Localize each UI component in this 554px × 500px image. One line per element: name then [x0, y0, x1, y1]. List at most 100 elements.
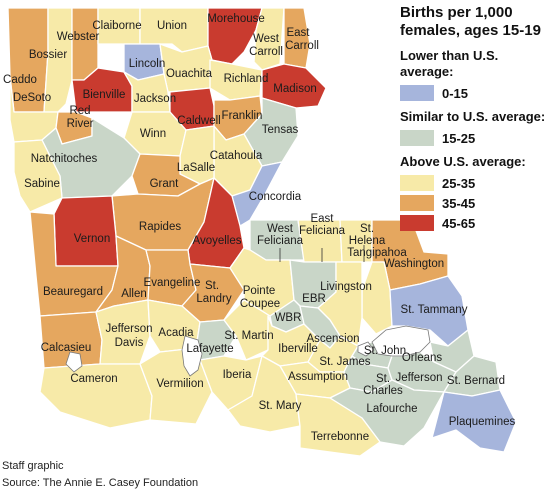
parish-label-st-bernard: St. Bernard	[447, 375, 505, 387]
legend-item: 0-15	[400, 83, 550, 103]
parish-label-calcasieu: Calcasieu	[41, 342, 92, 354]
parish-label-plaquemines: Plaquemines	[449, 416, 516, 428]
parish-label-st-helena: St.	[360, 223, 374, 235]
parish-label-ebr: EBR	[302, 293, 326, 305]
legend: Births per 1,000 females, ages 15-19 Low…	[400, 4, 550, 239]
parish-label-vernon: Vernon	[74, 233, 110, 245]
parish-concordia	[231, 161, 283, 227]
parish-label-winn: Winn	[140, 128, 166, 140]
legend-group-above: Above U.S. average: 25-35 35-45 45-65	[400, 154, 550, 233]
parish-label-lincoln: Lincoln	[129, 58, 165, 70]
parish-label-iberia: Iberia	[223, 369, 252, 381]
parish-label-jefferson-davis: Davis	[115, 337, 144, 349]
parish-label-st-martin: St. Martin	[224, 330, 273, 342]
parish-label-assumption: Assumption	[288, 371, 348, 383]
legend-item: 25-35	[400, 173, 550, 193]
legend-group-similar: Similar to U.S. average: 15-25	[400, 109, 550, 148]
legend-range: 0-15	[442, 85, 469, 101]
parish-jefferson-davis	[95, 299, 151, 365]
legend-item: 35-45	[400, 193, 550, 213]
parish-label-west-carroll: Carroll	[249, 46, 283, 58]
legend-range: 25-35	[442, 175, 476, 191]
parish-vernon	[53, 195, 119, 267]
lake-pontchartrain	[371, 325, 431, 357]
lake-maurepas	[357, 341, 375, 357]
parish-label-caldwell: Caldwell	[177, 115, 220, 127]
parish-east-carroll	[283, 7, 311, 69]
parish-label-st-john: St. John	[364, 345, 406, 357]
parish-label-st-james: St. James	[319, 356, 370, 368]
parish-label-st-mary: St. Mary	[259, 400, 302, 412]
legend-swatch	[400, 175, 434, 191]
parish-label-washington: Washington	[384, 258, 444, 270]
parish-sabine	[13, 139, 63, 213]
parish-label-pointe-coupee: Coupee	[240, 298, 280, 310]
credit-line: Staff graphic	[2, 460, 64, 472]
parish-label-iberville: Iberville	[278, 343, 318, 355]
parish-label-west-feliciana: Feliciana	[257, 235, 304, 247]
parish-label-st-charles: Charles	[363, 385, 403, 397]
parish-label-terrebonne: Terrebonne	[311, 431, 369, 443]
legend-swatch	[400, 195, 434, 211]
parish-label-west-feliciana: West	[267, 223, 294, 235]
parish-label-st-landry: St.	[205, 280, 219, 292]
parish-terrebonne	[295, 393, 381, 457]
parish-label-allen: Allen	[121, 288, 147, 300]
parish-label-tensas: Tensas	[262, 124, 299, 136]
parish-label-red-river: River	[67, 118, 94, 130]
legend-range: 45-65	[442, 215, 476, 231]
source-line: Source: The Annie E. Casey Foundation	[2, 477, 199, 489]
parish-label-east-carroll: Carroll	[285, 40, 319, 52]
legend-group-title: Above U.S. average:	[400, 154, 526, 169]
parish-label-morehouse: Morehouse	[207, 13, 265, 25]
parish-label-rapides: Rapides	[139, 221, 181, 233]
parish-label-jefferson: Jefferson	[395, 372, 442, 384]
parish-label-concordia: Concordia	[249, 191, 302, 203]
parish-label-st-helena: Helena	[349, 235, 386, 247]
parish-label-union: Union	[157, 20, 187, 32]
parish-label-avoyelles: Avoyelles	[192, 235, 241, 247]
parish-label-st-tammany: St. Tammany	[401, 304, 468, 316]
legend-range: 35-45	[442, 195, 476, 211]
grand-lake	[181, 335, 203, 377]
parish-label-evangeline: Evangeline	[144, 277, 201, 289]
parish-webster	[71, 7, 99, 81]
parish-label-jackson: Jackson	[134, 93, 176, 105]
parish-label-jefferson-davis: Jefferson	[105, 323, 152, 335]
legend-group-title: Lower than U.S. average:	[400, 48, 499, 79]
parish-label-pointe-coupee: Pointe	[243, 285, 276, 297]
parish-label-caddo: Caddo	[3, 74, 37, 86]
parish-label-wbr: WBR	[275, 312, 302, 324]
legend-swatch	[400, 85, 434, 101]
parish-label-lasalle: LaSalle	[177, 162, 215, 174]
legend-swatch	[400, 130, 434, 146]
parish-label-st-charles: St.	[376, 373, 390, 385]
legend-item: 15-25	[400, 128, 550, 148]
parish-label-claiborne: Claiborne	[92, 20, 141, 32]
parish-label-vermilion: Vermilion	[156, 378, 203, 390]
parish-label-acadia: Acadia	[158, 327, 194, 339]
parish-label-madison: Madison	[273, 83, 316, 95]
parish-label-tangipahoa: Tangipahoa	[347, 247, 407, 259]
legend-title: Births per 1,000 females, ages 15-19	[400, 4, 541, 39]
parish-jackson	[123, 71, 171, 113]
parish-label-lafayette: Lafayette	[186, 343, 233, 355]
legend-item: 45-65	[400, 213, 550, 233]
parish-label-east-feliciana: Feliciana	[299, 225, 346, 237]
parish-label-bienville: Bienville	[83, 89, 126, 101]
parish-label-desoto: DeSoto	[13, 92, 51, 104]
parish-plaquemines	[431, 389, 517, 453]
parish-label-webster: Webster	[57, 31, 100, 43]
parish-label-beauregard: Beauregard	[43, 286, 103, 298]
parish-label-bossier: Bossier	[29, 49, 68, 61]
parish-label-ouachita: Ouachita	[166, 68, 213, 80]
legend-range: 15-25	[442, 130, 476, 146]
calcasieu-lake	[65, 351, 83, 373]
legend-swatch	[400, 215, 434, 231]
parish-label-cameron: Cameron	[70, 373, 117, 385]
parish-label-sabine: Sabine	[24, 178, 60, 190]
parish-label-orleans: Orleans	[402, 352, 443, 364]
parish-label-red-river: Red	[69, 105, 90, 117]
parish-label-natchitoches: Natchitoches	[31, 153, 98, 165]
